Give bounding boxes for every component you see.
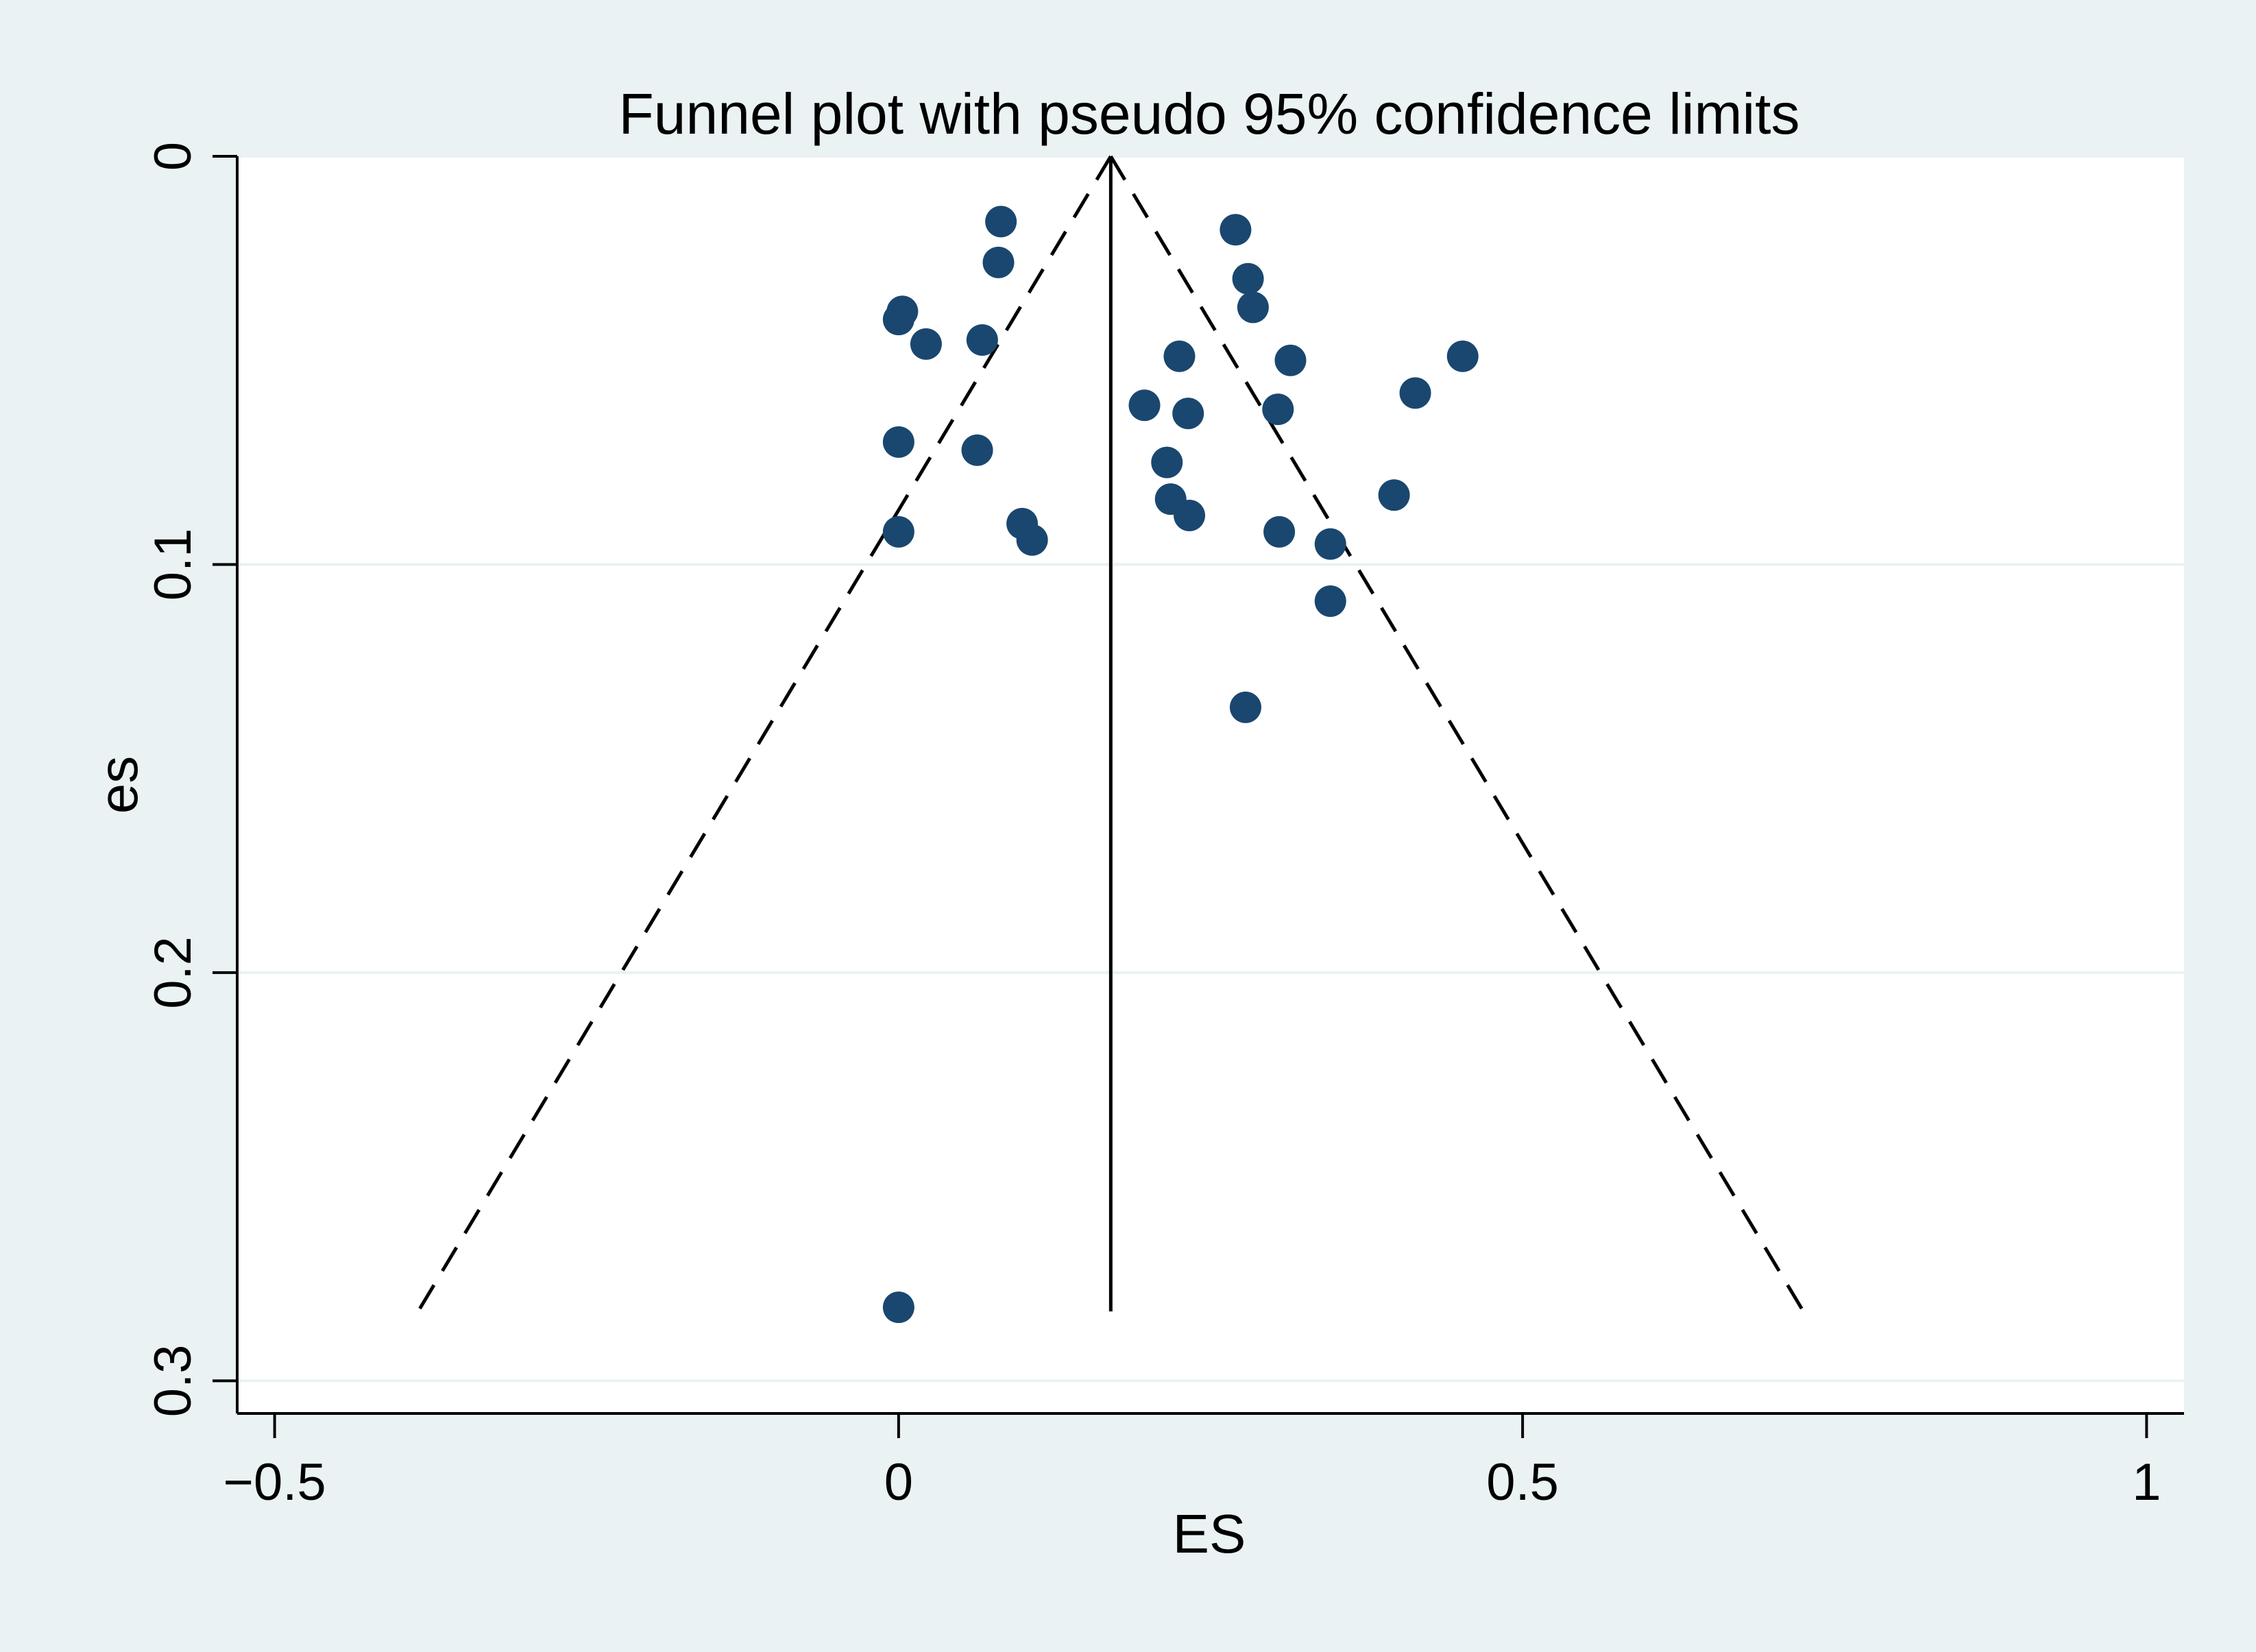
- data-point: [882, 426, 914, 458]
- chart-title: Funnel plot with pseudo 95% confidence l…: [619, 82, 1800, 146]
- ci-upper-line: [1109, 155, 1805, 1313]
- funnel-lines: [416, 155, 1805, 1313]
- data-point: [1016, 524, 1048, 556]
- axis-ticks: 0 0.1 0.2 0.3 −0.5 0 0.5 1: [144, 142, 2161, 1511]
- y-tick-label: 0.2: [144, 936, 202, 1009]
- y-tick-label: 0.1: [144, 529, 202, 601]
- data-point: [1263, 515, 1296, 548]
- data-point: [1172, 398, 1204, 430]
- x-tick-label: 0.5: [1486, 1453, 1559, 1511]
- data-point: [1151, 446, 1183, 478]
- data-point: [882, 304, 914, 336]
- data-point: [961, 434, 993, 466]
- data-point: [1128, 389, 1161, 422]
- y-tick-label: 0: [144, 142, 202, 171]
- data-point: [1262, 393, 1294, 426]
- ci-lower-line: [416, 155, 1113, 1313]
- grid-lines: [237, 155, 2184, 1383]
- data-point: [1378, 479, 1410, 511]
- data-point: [1274, 344, 1307, 376]
- axes: [236, 156, 2184, 1415]
- x-tick-label: 0: [884, 1453, 913, 1511]
- data-point: [1446, 340, 1479, 372]
- data-point: [966, 324, 998, 356]
- data-point: [985, 206, 1017, 238]
- data-points: [882, 206, 1479, 1324]
- data-point: [910, 328, 942, 360]
- data-point: [1237, 291, 1269, 324]
- data-point: [1314, 528, 1346, 560]
- data-point: [1229, 691, 1261, 723]
- x-axis-title: ES: [1173, 1503, 1246, 1564]
- data-point: [1314, 585, 1346, 618]
- y-axis-title: es: [88, 756, 149, 814]
- y-tick-label: 0.3: [144, 1345, 202, 1418]
- data-point: [882, 515, 914, 548]
- data-point: [1220, 214, 1252, 246]
- plot-area: [237, 156, 2184, 1413]
- x-tick-label: −0.5: [223, 1453, 326, 1511]
- data-point: [1399, 377, 1431, 409]
- data-point: [982, 246, 1015, 278]
- data-point: [882, 1291, 914, 1324]
- data-point: [1163, 340, 1196, 372]
- x-tick-label: 1: [2132, 1453, 2161, 1511]
- data-point: [1174, 500, 1206, 531]
- data-point: [1232, 263, 1264, 295]
